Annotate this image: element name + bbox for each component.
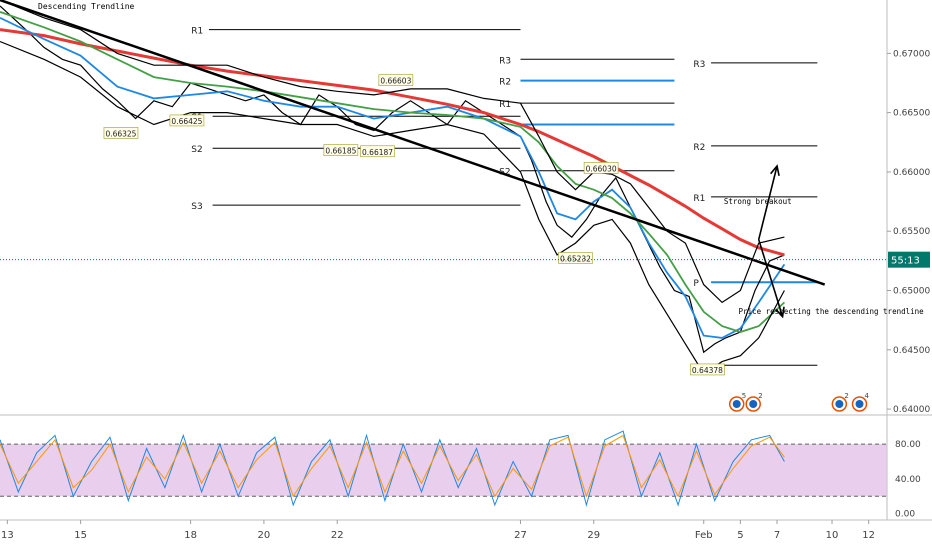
pivot-level-label: S2 — [499, 168, 510, 178]
current-price-badge: 55:13 — [888, 251, 930, 268]
osc-y-tick-label: 80.00 — [895, 440, 921, 450]
event-count: 4 — [865, 392, 870, 400]
series-upper-band — [0, 0, 785, 304]
osc-y-tick-label: 0.00 — [895, 510, 915, 520]
series-moving-average — [0, 11, 786, 333]
annotation-text: Price respecting the descending trendlin… — [739, 307, 925, 316]
x-tick-label: 18 — [184, 530, 197, 541]
x-tick-label: 5 — [737, 530, 743, 541]
event-count: 5 — [742, 392, 746, 400]
series-stochastic-d — [0, 434, 785, 498]
pivot-level-label: R1 — [499, 100, 511, 110]
pivot-level-label: R2 — [499, 78, 511, 88]
price-label-box — [558, 252, 593, 264]
x-tick-label: 22 — [331, 530, 344, 541]
event-flag-icon — [855, 400, 864, 408]
y-tick-label: 0.64500 — [893, 346, 930, 356]
event-flag-icon — [835, 400, 844, 408]
event-flag-icon — [732, 400, 741, 408]
event-count: 2 — [758, 392, 762, 400]
descending-trendline — [0, 0, 826, 286]
x-tick-label: 12 — [862, 530, 875, 541]
price-label-box — [583, 162, 619, 174]
price-label-box — [378, 74, 414, 86]
price-label: 0.65232 — [560, 254, 591, 263]
price-label-box — [103, 127, 139, 139]
event-count: 2 — [844, 392, 848, 400]
y-tick-label: 0.66500 — [893, 109, 930, 119]
current-price-label: 55:13 — [891, 256, 920, 267]
y-tick-label: 0.65000 — [893, 287, 930, 297]
x-tick-label: 29 — [587, 530, 600, 541]
y-tick-label: 0.67000 — [893, 49, 930, 59]
price-label: 0.64378 — [692, 366, 723, 375]
price-label-box — [690, 363, 725, 376]
price-label: 0.66325 — [105, 129, 136, 138]
price-pane: R1R3R3R2R1S1R2S2S2S3R1P0.663250.664250.6… — [0, 0, 925, 412]
price-label-box — [323, 144, 359, 156]
x-tick-label: 20 — [258, 530, 271, 541]
arrow-head — [775, 306, 785, 319]
arrow-head — [770, 164, 780, 176]
price-label: 0.66425 — [171, 117, 202, 126]
x-tick-label: 15 — [74, 530, 87, 541]
series-moving-average — [0, 16, 786, 339]
y-tick-label: 0.65500 — [893, 227, 930, 237]
pivot-level-label: R1 — [693, 194, 705, 204]
series-price — [0, 5, 785, 354]
y-tick-label: 0.64000 — [893, 405, 930, 415]
price-label: 0.66603 — [380, 77, 411, 86]
x-tick-label: 7 — [774, 530, 780, 541]
event-flag-icon — [749, 400, 758, 408]
stochastic-pane — [0, 430, 887, 507]
pivot-level-label: R3 — [693, 60, 705, 70]
price-label-box — [169, 114, 205, 127]
pivot-level-label: R1 — [191, 27, 203, 37]
x-tick-label: 27 — [514, 530, 527, 541]
x-tick-label: 13 — [1, 530, 14, 541]
pivot-level-label: R2 — [693, 143, 705, 153]
axes: 0.67000 0.66500 0.66000 0.65500 0.65000 0.645… — [1, 49, 931, 541]
pivot-level-label: P — [693, 279, 699, 289]
price-label: 0.66187 — [362, 148, 393, 157]
pivot-level-label: S3 — [191, 202, 202, 212]
projection-arrow — [757, 239, 784, 317]
y-tick-label: 0.66000 — [893, 168, 930, 178]
osc-y-tick-label: 40.00 — [895, 475, 921, 485]
price-label: 0.66185 — [325, 147, 356, 156]
annotation-text: Strong breakout — [724, 197, 792, 206]
price-label-box — [360, 145, 395, 158]
pivot-level-label: S2 — [191, 145, 202, 155]
pivot-level-label: R3 — [499, 56, 511, 66]
price-label: 0.66030 — [586, 164, 617, 173]
x-tick-label: Feb — [695, 530, 713, 541]
chart-title: Descending Trendline — [38, 2, 135, 11]
x-tick-label: 10 — [826, 530, 839, 541]
projection-arrow — [757, 165, 778, 240]
